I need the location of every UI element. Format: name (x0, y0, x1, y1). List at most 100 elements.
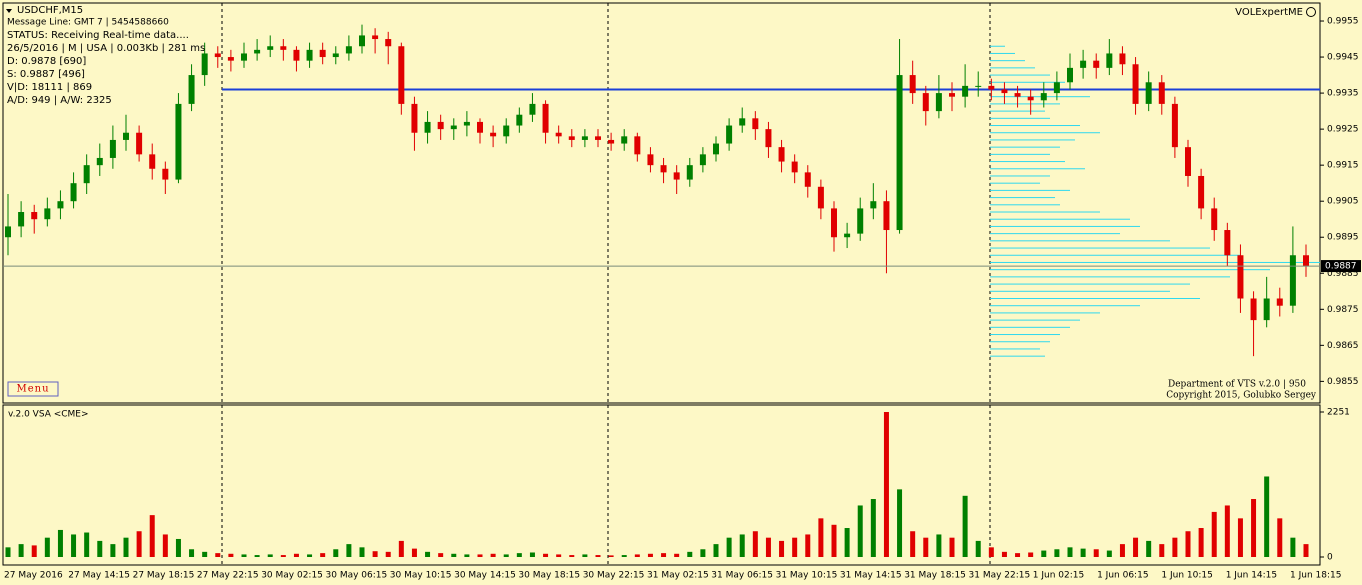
volume-bar (818, 518, 824, 557)
profile-bar (990, 182, 1040, 184)
ad-value: A/D: 949 | A/W: 2325 (7, 95, 112, 106)
profile-bar (990, 96, 1090, 98)
candle-body (935, 93, 942, 112)
candle-body (293, 49, 300, 61)
volume-bar (333, 549, 339, 557)
y-tick-label: 0.9855 (1327, 377, 1359, 387)
volume-bar (1080, 548, 1086, 557)
info: 26/5/2016 | M | USA | 0.003Kb | 281 ms (7, 43, 205, 54)
y-tick-label: 0.9935 (1327, 89, 1359, 99)
volume-bar (883, 412, 889, 557)
candle-body (1027, 96, 1034, 101)
volume-bar (123, 537, 129, 557)
volume-bar (1185, 531, 1191, 557)
volume-bar (307, 554, 313, 557)
x-tick-label: 31 May 18:15 (904, 571, 966, 581)
volume-bar (1106, 550, 1112, 557)
profile-bar (990, 297, 1200, 299)
x-tick-label: 31 May 02:15 (647, 571, 709, 581)
volume-bar (451, 553, 457, 557)
s-value: S: 0.9887 [496] (7, 69, 85, 80)
profile-bar (990, 290, 1170, 292)
candle-body (1171, 103, 1178, 148)
profile-bar (990, 247, 1210, 249)
volume-bar (936, 534, 942, 557)
candle-body (883, 201, 890, 231)
volume-bar (1277, 518, 1283, 557)
candle-body (634, 136, 641, 155)
candle-body (831, 208, 837, 238)
profile-bar (990, 326, 1070, 328)
candle-body (136, 132, 143, 155)
menu-label[interactable]: Menu (16, 384, 49, 395)
volume-bar (44, 537, 50, 557)
candle-body (686, 165, 693, 180)
profile-bar (990, 52, 1015, 54)
candle-body (1001, 89, 1008, 94)
candle-body (1145, 82, 1152, 104)
candle-body (162, 168, 169, 180)
volume-bar (647, 553, 653, 557)
profile-bar (990, 110, 1045, 112)
profile-bar (990, 175, 1050, 177)
candle-body (909, 75, 916, 94)
copyright: Copyright 2015, Golubko Sergey (1166, 391, 1317, 401)
volume-bar (687, 551, 693, 557)
y-tick-label: 0.9955 (1327, 17, 1359, 27)
volume-bar (228, 553, 234, 557)
volume-bar (949, 537, 955, 557)
volume-bar (752, 531, 758, 557)
volume-bar (661, 553, 667, 557)
candle-body (1080, 60, 1087, 68)
volume-bar (372, 551, 378, 557)
menu-button[interactable] (7, 381, 59, 397)
indicator-title: v.2.0 VSA <CME> (8, 410, 89, 420)
x-tick-label: 27 May 2016 (4, 571, 63, 581)
profile-bar (990, 225, 1140, 227)
volume-bar (726, 537, 732, 557)
candle-body (752, 118, 759, 130)
profile-bar (990, 233, 1120, 235)
candle-body (332, 53, 339, 58)
volume-bar (18, 544, 24, 557)
candle-body (1067, 67, 1073, 83)
profile-bar (990, 139, 1075, 141)
volume-bar (831, 524, 837, 557)
profile-bar (990, 45, 1005, 47)
volume-bar (31, 545, 37, 557)
candle-body (424, 121, 431, 133)
candle-body (608, 139, 615, 144)
volume-bar (595, 555, 601, 557)
volume-bar (1028, 552, 1034, 557)
price-panel (2, 2, 1321, 404)
volume-bar (1172, 537, 1178, 557)
volume-bar (962, 495, 968, 557)
volume-bar (844, 528, 850, 557)
x-tick-label: 30 May 14:15 (454, 571, 516, 581)
candle-body (647, 154, 654, 166)
candle-body (621, 136, 628, 144)
candle-body (175, 103, 182, 180)
x-tick-label: 31 May 10:15 (776, 571, 838, 581)
candle-body (306, 49, 313, 61)
symbol: USDCHF,M15 (17, 5, 83, 16)
profile-bar (990, 204, 1060, 206)
candle-body (437, 121, 444, 130)
volume-bar (608, 555, 614, 557)
candle-body (857, 208, 864, 234)
volume-bar (57, 529, 63, 557)
volume-bar (320, 553, 326, 557)
brand: VOLExpertME (1235, 7, 1303, 18)
candle-body (542, 103, 549, 133)
volume-bar (1303, 544, 1309, 557)
profile-bar (990, 261, 1320, 263)
volume-bar (464, 554, 470, 557)
credit: Department of VTS v.2.0 | 950 (1168, 380, 1306, 390)
candle-body (385, 39, 392, 47)
volume-bar (713, 544, 719, 557)
current-price-label: 0.9887 (1325, 262, 1357, 272)
candle-body (57, 201, 64, 209)
volume-bar (988, 547, 994, 557)
volume-bar (792, 537, 798, 557)
profile-bar (990, 189, 1070, 191)
